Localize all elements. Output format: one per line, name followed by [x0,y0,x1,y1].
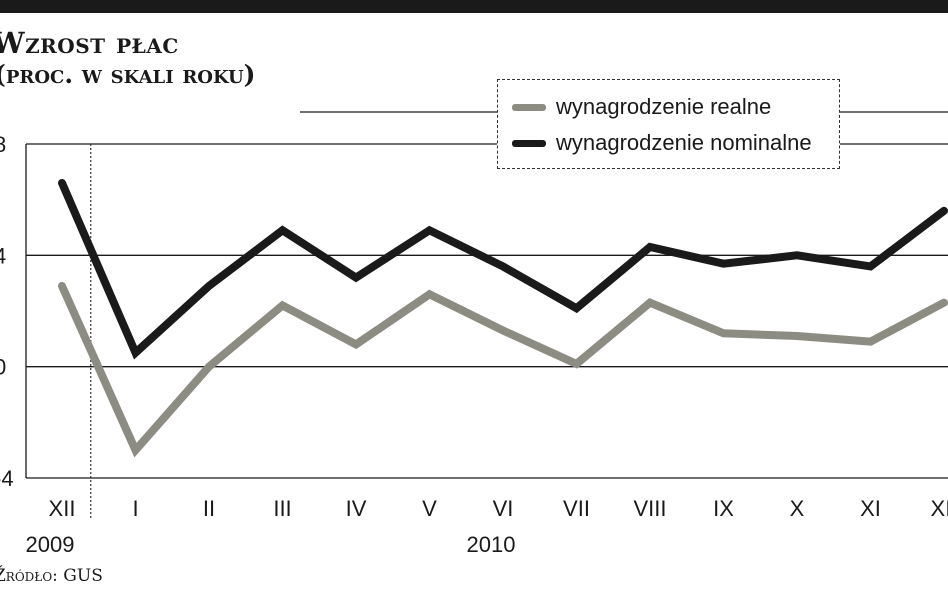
year-label: 2009 [26,532,75,557]
x-tick-label: IX [713,496,734,521]
y-tick-label: -4 [0,466,14,491]
x-tick-label: IV [346,496,367,521]
legend-swatch-real [512,103,546,111]
y-tick-label: 4 [0,243,6,268]
source-note: Źródło: GUS [0,566,103,586]
x-tick-label: XII [49,496,76,521]
x-tick-label: VI [493,496,514,521]
x-tick-label: XI [860,496,881,521]
series-line-nominal [58,178,948,360]
legend-label-nominal: wynagrodzenie nominalne [556,130,812,155]
x-tick-label: VII [563,496,590,521]
chart-legend: wynagrodzenie realne wynagrodzenie nomin… [497,79,840,169]
year-label: 2010 [467,532,516,557]
chart-title: Wzrost płac [0,26,179,60]
x-tick-label: I [132,496,138,521]
x-tick-label: II [203,496,215,521]
y-tick-label: 0 [0,355,6,380]
legend-item-real: wynagrodzenie realne [512,94,771,120]
x-tick-label: X [790,496,805,521]
x-tick-label: V [422,496,437,521]
legend-item-nominal: wynagrodzenie nominalne [512,130,812,156]
top-bar [0,0,948,13]
x-tick-label: VIII [633,496,666,521]
legend-label-real: wynagrodzenie realne [556,94,772,119]
x-tick-label: XII [931,496,948,521]
legend-swatch-nominal [512,139,546,147]
y-tick-label: 8 [0,132,6,157]
series-line-real [58,281,948,458]
chart-subtitle: (proc. w skali roku) [0,60,256,89]
x-tick-label: III [273,496,291,521]
